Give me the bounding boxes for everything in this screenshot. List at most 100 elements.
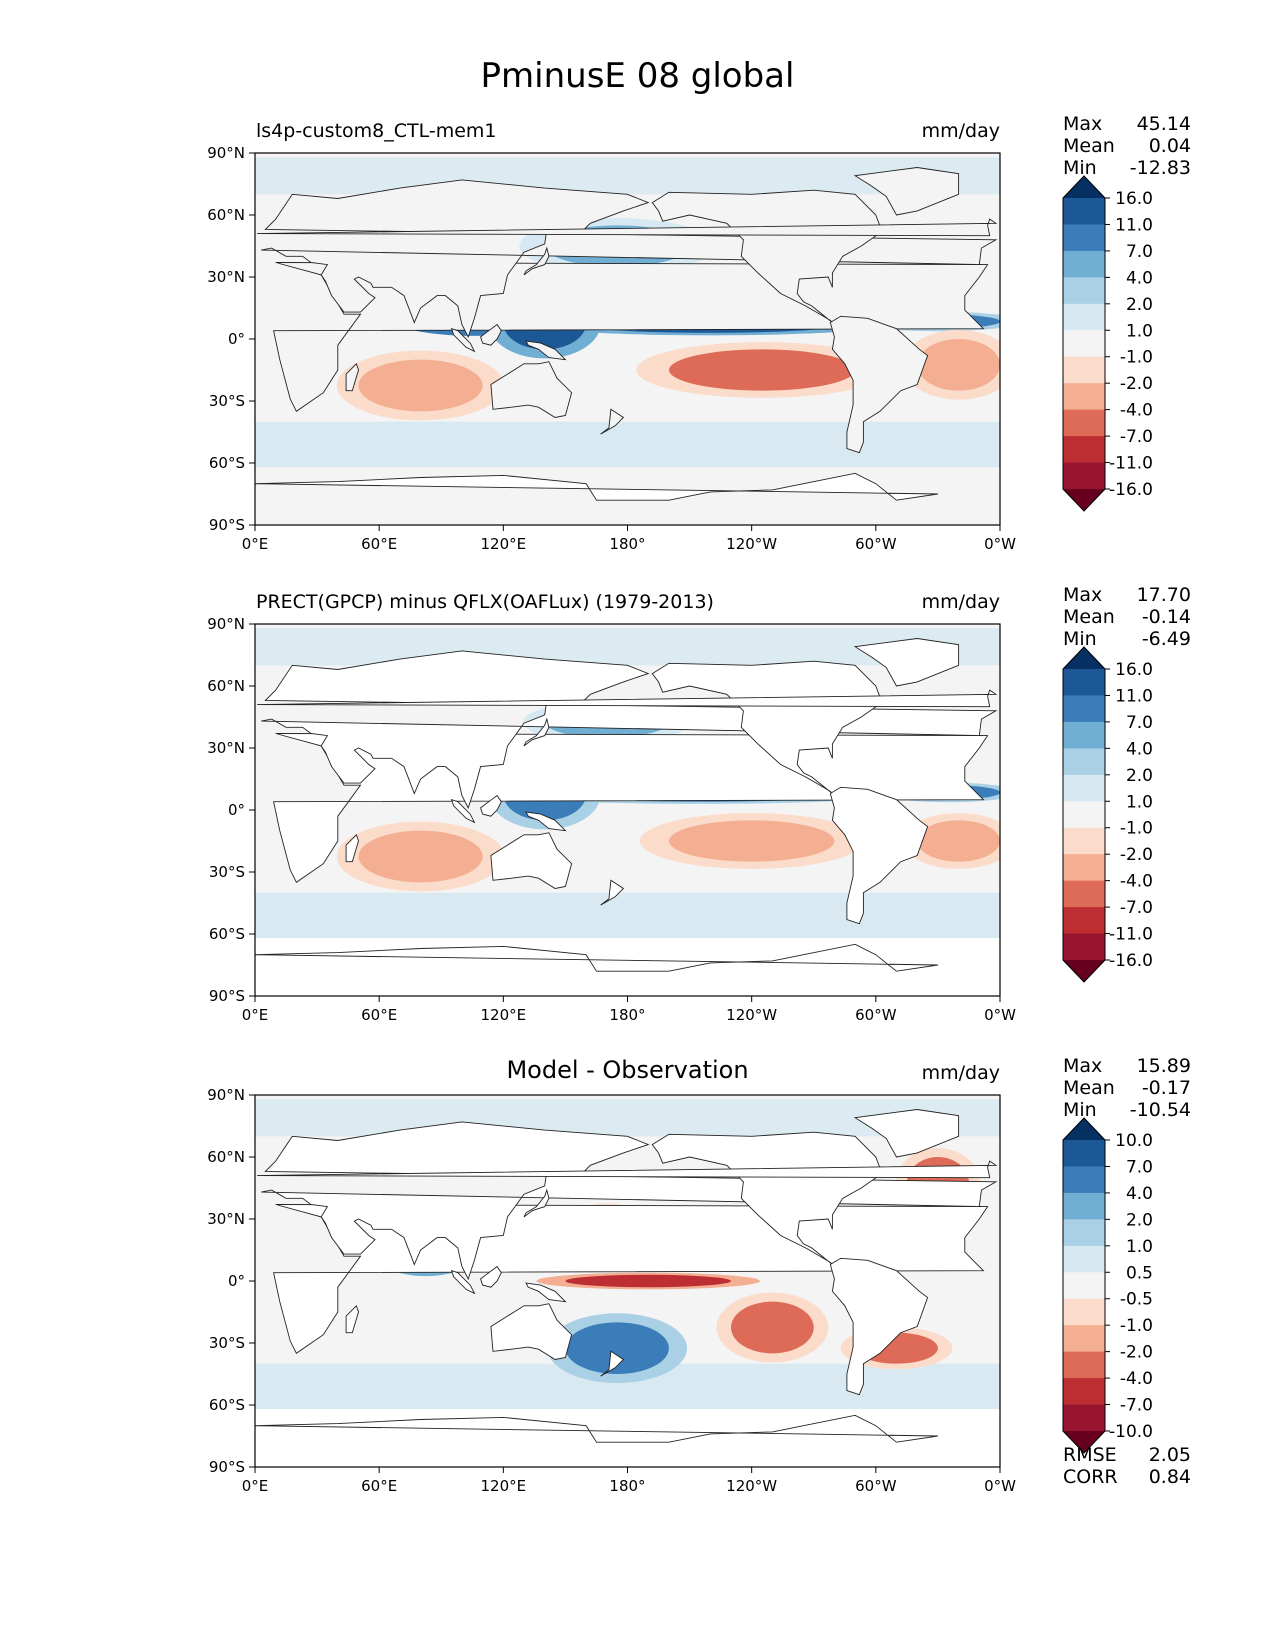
colorbar-bin: [1063, 409, 1105, 437]
coastline-newguinea: [525, 1282, 567, 1303]
lat-tick-label: 90°S: [209, 987, 245, 1005]
coastline-sumatra: [450, 798, 476, 824]
stat-max: Max 15.89: [1063, 1055, 1191, 1077]
lon-tick-label: 180°: [609, 535, 645, 553]
colorbar-bin: [1063, 198, 1105, 225]
colorbar-extend-top: [1063, 176, 1105, 198]
coastline-japan: [523, 1188, 550, 1218]
coastline-borneo: [480, 1265, 502, 1288]
panel-obs: PRECT(GPCP) minus QFLX(OAFLux) (1979-201…: [0, 584, 1275, 1061]
coastline-greenland: [853, 1109, 960, 1158]
lon-tick-label: 60°E: [361, 535, 397, 553]
coastline-newzealand: [600, 408, 625, 435]
stat-min: Min -6.49: [1063, 628, 1191, 650]
coastline-eurasia: [261, 650, 998, 810]
colorbar-bin: [1063, 1219, 1105, 1247]
colorbar-bin: [1063, 303, 1105, 331]
lat-tick-label: 30°S: [209, 863, 245, 881]
lon-tick-label: 60°W: [855, 1477, 897, 1495]
lon-tick-label: 60°W: [855, 1006, 897, 1024]
lon-tick-label: 120°E: [481, 1006, 527, 1024]
colorbar-bin: [1063, 827, 1105, 855]
colorbar-bin: [1063, 1166, 1105, 1194]
lat-tick-label: 30°N: [207, 739, 245, 757]
colorbar-bin: [1063, 277, 1105, 305]
colorbar-label: 7.0: [1126, 242, 1153, 262]
coastline-antarctica: [255, 1414, 938, 1467]
colorbar-bin: [1063, 436, 1105, 464]
stat-corr: CORR 0.84: [1063, 1466, 1191, 1488]
colorbar-bin: [1063, 801, 1105, 829]
field-feature: [358, 830, 483, 883]
field-feature: [917, 820, 1000, 862]
colorbar-label: 7.0: [1126, 713, 1153, 733]
coastline-madagascar: [345, 1304, 359, 1334]
colorbar-bin: [1063, 250, 1105, 278]
coastline-sumatra: [450, 1269, 476, 1295]
lon-tick-label: 120°E: [481, 535, 527, 553]
lon-tick-label: 180°: [609, 1006, 645, 1024]
field-feature: [668, 820, 835, 862]
lat-tick-label: 90°S: [209, 1458, 245, 1476]
colorbar-label: 4.0: [1126, 739, 1153, 759]
field-feature: [917, 339, 1000, 391]
coastline-australia: [490, 832, 573, 889]
colorbar-label: -1.0: [1120, 348, 1153, 368]
lon-tick-label: 180°: [609, 1477, 645, 1495]
colorbar-label: -7.0: [1120, 898, 1153, 918]
coastline-madagascar: [345, 362, 359, 392]
lat-tick-label: 60°S: [209, 925, 245, 943]
colorbar-extend-bottom: [1063, 489, 1105, 511]
coastline-australia: [490, 361, 573, 418]
panel-title: PRECT(GPCP) minus QFLX(OAFLux) (1979-201…: [256, 591, 714, 613]
colorbar-label: 10.0: [1115, 1131, 1153, 1151]
lat-tick-label: 60°S: [209, 454, 245, 472]
stat-min: Min -12.83: [1063, 157, 1191, 179]
lat-tick-label: 90°S: [209, 516, 245, 534]
panel-units: mm/day: [921, 1062, 1000, 1084]
colorbar-label: 1.0: [1126, 792, 1153, 812]
no-data-south: [255, 1409, 1000, 1467]
panel-title: ls4p-custom8_CTL-mem1: [256, 120, 497, 142]
colorbar-bin: [1063, 224, 1105, 252]
lon-tick-label: 60°W: [855, 535, 897, 553]
colorbar-bin: [1063, 721, 1105, 749]
colorbar-label: 2.0: [1126, 766, 1153, 786]
colorbar-label: 2.0: [1126, 1210, 1153, 1230]
southern-ocean-band: [255, 892, 1000, 939]
coastline-samerica: [829, 1257, 929, 1396]
colorbar-extend-top: [1063, 1118, 1105, 1140]
colorbar-bin: [1063, 933, 1105, 961]
colorbar-bin: [1063, 748, 1105, 776]
colorbar-label: -16.0: [1109, 480, 1153, 500]
coastline-sumatra: [450, 327, 476, 353]
stat-mean: Mean -0.14: [1063, 606, 1191, 628]
colorbar-extend-bottom: [1063, 1431, 1105, 1453]
colorbar-label: 4.0: [1126, 1184, 1153, 1204]
colorbar-bin: [1063, 462, 1105, 490]
lon-tick-label: 120°W: [726, 1477, 777, 1495]
colorbar-label: -11.0: [1109, 925, 1153, 945]
lon-tick-label: 0°W: [984, 1477, 1016, 1495]
colorbar-bin: [1063, 1192, 1105, 1220]
colorbar-bin: [1063, 1140, 1105, 1167]
coastline-borneo: [480, 794, 502, 817]
colorbar-label: 11.0: [1115, 686, 1153, 706]
panel-units: mm/day: [921, 120, 1000, 142]
stat-mean: Mean 0.04: [1063, 135, 1191, 157]
lon-tick-label: 0°W: [984, 1006, 1016, 1024]
colorbar-bin: [1063, 1245, 1105, 1273]
colorbar-label: -2.0: [1120, 374, 1153, 394]
colorbar-label: 2.0: [1126, 295, 1153, 315]
lon-tick-label: 60°E: [361, 1006, 397, 1024]
field-feature: [730, 1301, 814, 1354]
colorbar-bin: [1063, 854, 1105, 882]
verification-stats: RMSE 2.05 CORR 0.84: [1063, 1444, 1191, 1488]
stat-rmse: RMSE 2.05: [1063, 1444, 1191, 1466]
stat-max: Max 45.14: [1063, 113, 1191, 135]
coastline-samerica: [829, 786, 929, 925]
lat-tick-label: 60°N: [207, 206, 245, 224]
coastline-eurasia: [261, 179, 998, 339]
coastline-newguinea: [525, 340, 567, 361]
